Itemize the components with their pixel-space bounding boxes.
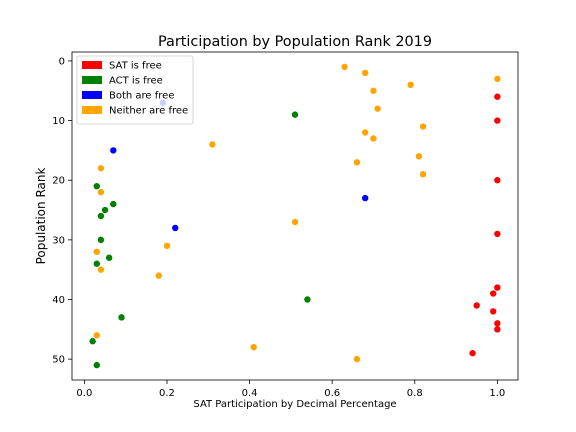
- legend-label-3: Neither are free: [109, 106, 188, 117]
- point-series-1-7: [93, 260, 100, 267]
- legend-swatch-2: [82, 91, 102, 99]
- point-series-3-15: [291, 218, 299, 226]
- point-series-0-4: [494, 284, 501, 291]
- x-tick-label-2: 0.4: [242, 388, 258, 399]
- point-series-1-8: [304, 296, 311, 303]
- point-series-1-3: [101, 206, 109, 214]
- y-axis-label: Population Rank: [34, 168, 48, 265]
- point-series-3-20: [93, 332, 100, 339]
- axis-ticks: 0.0 0.2 0.4 0.6 0.8 1.0 0 10 20 30 40 50: [52, 56, 505, 399]
- point-series-0-10: [469, 349, 476, 357]
- plot-frame: [71, 51, 519, 381]
- y-tick-label-2: 20: [52, 176, 65, 187]
- point-series-0-7: [490, 308, 497, 315]
- point-series-3-13: [419, 171, 427, 178]
- legend-swatch-1: [82, 76, 102, 84]
- point-series-3-9: [209, 141, 216, 148]
- data-points: [89, 63, 501, 369]
- point-series-2-1: [110, 147, 117, 154]
- point-series-2-3: [172, 224, 179, 232]
- point-series-3-6: [419, 123, 427, 130]
- point-series-3-11: [353, 159, 361, 166]
- x-axis-label: SAT Participation by Decimal Percentage: [193, 399, 396, 410]
- legend-swatch-3: [82, 106, 102, 114]
- point-series-0-6: [473, 302, 480, 309]
- point-series-2-2: [362, 194, 369, 202]
- point-series-3-0: [341, 63, 348, 71]
- point-series-0-5: [490, 290, 497, 297]
- point-series-0-8: [494, 320, 501, 327]
- point-series-3-14: [97, 188, 105, 196]
- legend: SAT is free ACT is free Both are free Neith…: [76, 55, 194, 125]
- point-series-3-16: [163, 242, 171, 250]
- point-series-3-22: [353, 355, 361, 363]
- point-series-3-18: [97, 266, 105, 273]
- point-series-1-10: [89, 338, 96, 345]
- point-series-3-7: [362, 129, 369, 136]
- point-series-0-3: [494, 230, 501, 238]
- y-tick-label-4: 40: [52, 295, 65, 306]
- point-series-3-12: [97, 165, 105, 172]
- point-series-1-0: [291, 111, 299, 118]
- point-series-1-2: [110, 200, 117, 208]
- point-series-1-5: [97, 236, 105, 244]
- x-tick-label-4: 0.8: [407, 388, 423, 399]
- x-tick-label-0: 0.0: [76, 388, 92, 399]
- point-series-0-1: [494, 117, 501, 124]
- point-series-0-0: [494, 93, 501, 100]
- point-series-3-10: [415, 153, 423, 160]
- point-series-3-3: [407, 81, 414, 89]
- legend-label-1: ACT is free: [109, 76, 163, 87]
- x-tick-label-3: 0.6: [324, 388, 340, 399]
- point-series-3-5: [374, 105, 381, 112]
- point-series-3-8: [370, 135, 377, 142]
- x-tick-label-1: 0.2: [159, 388, 175, 399]
- y-tick-label-0: 0: [59, 56, 65, 67]
- point-series-3-2: [494, 75, 501, 83]
- x-tick-label-5: 1.0: [489, 388, 505, 399]
- point-series-0-2: [494, 177, 501, 184]
- point-series-1-4: [97, 212, 105, 220]
- y-tick-label-3: 30: [52, 235, 65, 246]
- point-series-0-9: [494, 326, 501, 333]
- point-series-3-19: [155, 272, 162, 279]
- point-series-1-1: [93, 182, 100, 190]
- point-series-1-6: [105, 254, 113, 261]
- legend-label-2: Both are free: [109, 91, 174, 102]
- chart-title: Participation by Population Rank 2019: [158, 34, 432, 50]
- legend-box: [76, 55, 194, 125]
- point-series-3-21: [250, 344, 257, 351]
- legend-swatch-0: [82, 61, 102, 69]
- y-tick-label-5: 50: [52, 355, 65, 366]
- point-series-3-4: [370, 87, 377, 94]
- point-series-1-11: [93, 361, 100, 369]
- legend-label-0: SAT is free: [109, 61, 162, 72]
- y-tick-label-1: 10: [52, 116, 65, 127]
- point-series-3-1: [362, 69, 369, 77]
- point-series-3-17: [93, 248, 100, 255]
- point-series-1-9: [118, 314, 125, 321]
